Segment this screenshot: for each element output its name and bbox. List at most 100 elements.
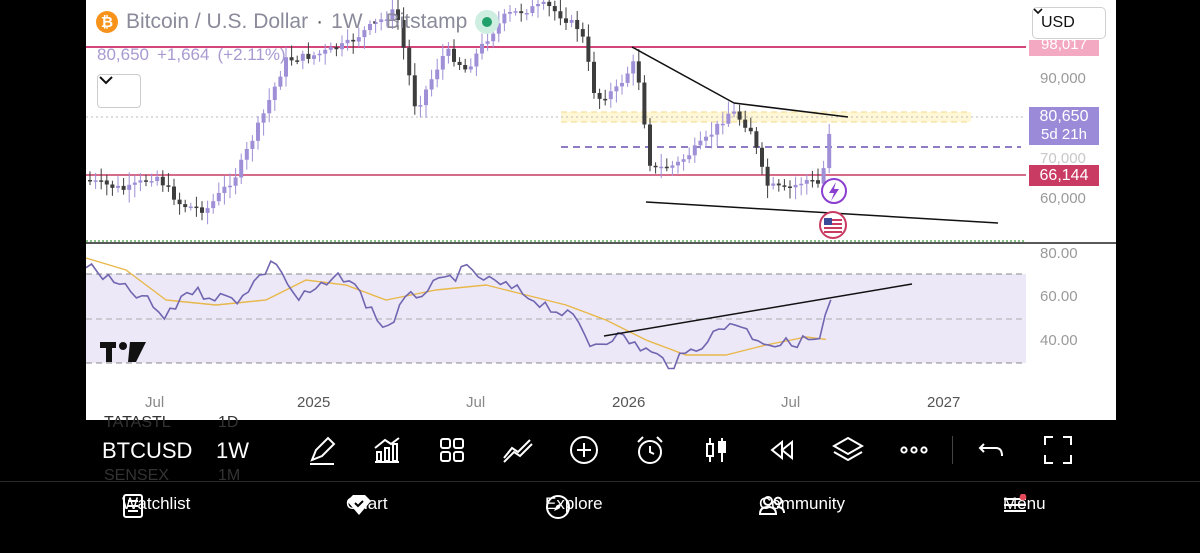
list-icon [123,494,143,518]
tab-label: Watchlist [122,494,191,513]
candle-body [306,53,311,59]
collapse-legend-button[interactable] [97,74,141,108]
candle-body [261,113,266,123]
lower-trendline[interactable] [645,201,999,224]
hamburger-icon [1004,494,1027,512]
people-icon [759,496,785,515]
candle-body [452,48,456,62]
change-pct: (+2.11%) [217,45,286,64]
candle-body [317,53,322,56]
symbol-header[interactable]: ₿ Bitcoin / U.S. Dollar · 1W · Bitstamp [96,10,500,34]
upper-trendline-a[interactable] [631,46,735,104]
candle-body [222,186,227,193]
market-open-icon [475,10,500,34]
candle-body [480,43,484,54]
candle-body [502,13,507,24]
candle-body [362,30,367,38]
tab-chart[interactable]: Chart [346,494,388,515]
candle-body [508,12,512,14]
candle-body [407,47,412,76]
candle-body [250,140,255,149]
candle-body [821,168,826,184]
toolbar-divider [952,436,953,464]
candle-body [379,19,384,23]
candle-body [312,55,316,59]
candle-body [390,9,395,20]
last-price-tag: 80,650 [1029,107,1099,127]
add-plus-icon[interactable] [568,434,600,466]
candle-body [597,92,602,99]
tab-community[interactable]: Community [759,494,845,515]
alarm-clock-icon[interactable] [634,434,666,466]
candle-body [295,60,300,62]
bottom-tab-bar: Watchlist Chart Explore Community Menu [0,481,1200,553]
rsi-axis-label: 40.00 [1040,332,1078,349]
time-axis-label: 2025 [297,394,331,411]
candle-body [765,166,770,186]
ghost-row: SENSEX [104,467,169,484]
time-axis-label: Jul [145,394,165,411]
compare-icon[interactable] [502,434,534,466]
candle-body [166,185,171,187]
replay-rewind-icon[interactable] [766,434,798,466]
candle-body [625,73,630,83]
candle-body [754,131,759,148]
undo-icon[interactable] [976,434,1008,466]
candle-body [636,61,641,83]
candle-body [463,65,468,70]
tab-watchlist[interactable]: Watchlist [122,494,191,518]
candle-body [289,57,294,61]
tab-explore[interactable]: Explore [545,494,603,519]
rsi-axis-label: 60.00 [1040,288,1078,305]
rsi-moving-average [86,257,827,356]
level-tag: 66,144 [1029,165,1099,186]
price-chart-svg[interactable] [86,0,1116,420]
candle-body [782,185,787,187]
price-axis-label: 60,000 [1040,190,1086,207]
symbol-button[interactable]: BTCUSD [102,438,193,463]
layers-icon[interactable] [832,434,864,466]
candle-body [491,33,496,42]
candle-body [194,206,199,209]
candle-body [228,185,232,188]
candle-body [205,208,210,213]
interval-button[interactable]: 1W [216,438,249,463]
drawing-pen-icon[interactable] [306,434,338,466]
candle-body [323,49,328,54]
candle-body [138,180,143,183]
tab-menu[interactable]: Menu [1003,494,1046,514]
more-dots-icon[interactable] [898,434,930,466]
upper-trendline-b[interactable] [733,102,849,118]
candle-body [239,159,244,178]
candle-body [631,61,636,74]
candle-body [244,148,249,160]
top-level-tag: 98,017 [1029,40,1099,56]
candle-body [468,66,473,70]
candle-body [160,176,165,186]
candle-body [603,98,608,101]
candle-style-icon[interactable] [700,434,732,466]
chart-toolbar: TATASTL 1D SENSEX 1M BTCUSD 1W [86,414,1116,484]
candle-body [653,165,658,168]
currency-select[interactable]: USD [1032,7,1106,39]
fullscreen-icon[interactable] [1042,434,1074,466]
candle-body [614,86,619,92]
chart-gem-icon [347,495,371,515]
candle-body [356,37,361,42]
indicators-icon[interactable] [371,434,403,466]
us-flag-marker[interactable] [819,211,847,239]
chart-canvas[interactable] [86,0,1116,420]
candle-body [737,111,742,120]
candle-body [412,75,417,107]
candle-body [284,57,288,77]
rsi-divergence-line[interactable] [603,283,913,337]
candle-body [592,61,596,93]
candle-body [368,23,372,31]
candle-body [827,133,832,169]
templates-grid-icon[interactable] [436,434,468,466]
candle-body [816,180,820,184]
candle-body [267,99,272,114]
candle-body [687,155,692,160]
separator-dot: · [316,10,324,33]
lightning-marker[interactable] [821,178,847,204]
